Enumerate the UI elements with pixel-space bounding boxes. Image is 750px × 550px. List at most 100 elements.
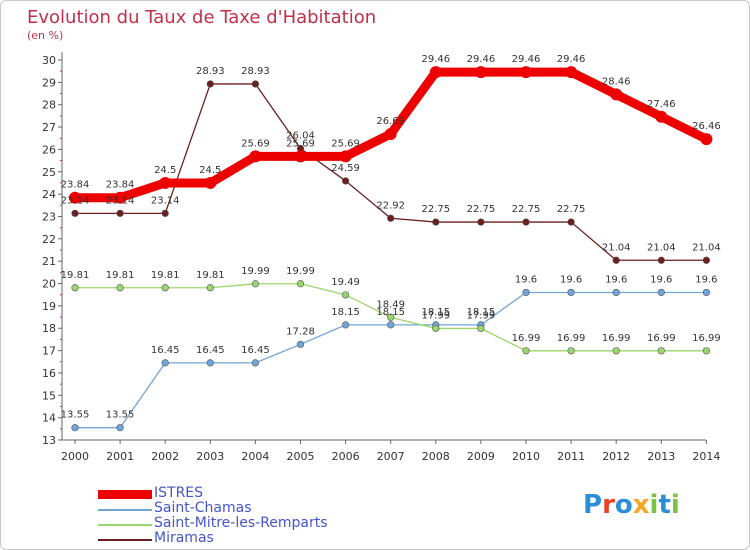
data-point-miramas <box>387 214 395 222</box>
x-tick-label: 2002 <box>151 450 179 463</box>
x-tick-label: 2011 <box>557 450 585 463</box>
data-label-istres: 29.46 <box>557 54 586 65</box>
data-point-istres <box>294 150 307 163</box>
x-tick-label: 2007 <box>377 450 405 463</box>
logo-letter: x <box>632 490 650 520</box>
data-point-istres <box>384 127 397 140</box>
data-point-saint-chamas <box>567 288 575 297</box>
y-tick-label: 14 <box>42 412 56 425</box>
data-label-saint-chamas: 16.45 <box>151 345 180 356</box>
data-point-istres <box>159 176 172 189</box>
logo-letter: o <box>614 490 633 520</box>
x-tick-label: 2013 <box>647 450 675 463</box>
data-point-istres <box>249 150 262 163</box>
data-point-saint-mitre-les-remparts <box>161 284 169 292</box>
legend-label: ISTRES <box>154 485 204 501</box>
legend-swatch <box>98 524 152 526</box>
data-label-saint-chamas: 19.6 <box>515 274 537 285</box>
logo-letter: i <box>670 490 680 520</box>
data-point-saint-mitre-les-remparts <box>702 347 711 355</box>
data-point-saint-mitre-les-remparts <box>116 284 124 292</box>
legend-label: Saint-Chamas <box>154 500 252 516</box>
data-point-miramas <box>116 209 124 217</box>
data-point-saint-mitre-les-remparts <box>612 347 620 355</box>
data-point-saint-mitre-les-remparts <box>567 347 575 355</box>
data-label-saint-mitre-les-remparts: 16.99 <box>512 333 541 344</box>
x-tick-label: 2001 <box>106 450 134 463</box>
data-label-istres: 29.46 <box>512 54 541 65</box>
data-point-miramas <box>702 256 711 264</box>
data-point-istres <box>204 176 217 189</box>
data-label-saint-mitre-les-remparts: 17.99 <box>467 310 496 321</box>
data-point-saint-mitre-les-remparts <box>71 284 79 292</box>
data-label-miramas: 22.75 <box>467 204 496 215</box>
x-tick-label: 2003 <box>196 450 224 463</box>
legend-label: Miramas <box>154 530 214 546</box>
data-label-saint-mitre-les-remparts: 19.81 <box>106 270 135 281</box>
data-point-saint-chamas <box>206 359 214 367</box>
data-label-istres: 26.46 <box>692 121 721 132</box>
x-tick-label: 2008 <box>422 450 450 463</box>
chart-unit: (en %) <box>27 29 64 42</box>
y-tick-label: 28 <box>42 99 56 112</box>
data-point-miramas <box>522 218 530 226</box>
data-point-saint-chamas <box>612 288 620 297</box>
data-label-istres: 25.69 <box>286 138 315 149</box>
x-tick-label: 2000 <box>61 450 89 463</box>
data-point-saint-chamas <box>522 288 530 297</box>
data-point-saint-mitre-les-remparts <box>251 280 259 288</box>
y-tick-label: 27 <box>42 121 56 134</box>
data-label-istres: 27.46 <box>647 99 676 110</box>
data-point-saint-mitre-les-remparts <box>657 347 665 355</box>
data-label-saint-chamas: 16.45 <box>196 345 225 356</box>
x-tick-label: 2004 <box>241 450 269 463</box>
x-tick-label: 2012 <box>602 450 630 463</box>
data-point-istres <box>474 66 487 79</box>
data-label-saint-chamas: 19.6 <box>605 274 627 285</box>
data-point-saint-mitre-les-remparts <box>206 284 214 292</box>
data-point-istres <box>429 66 442 79</box>
data-label-saint-chamas: 19.6 <box>650 274 672 285</box>
y-tick-label: 15 <box>42 389 56 402</box>
data-label-saint-chamas: 13.55 <box>106 410 135 421</box>
data-label-miramas: 22.75 <box>421 204 450 215</box>
data-point-miramas <box>206 80 214 88</box>
data-point-istres <box>339 150 352 163</box>
data-point-istres <box>700 133 713 146</box>
data-label-saint-mitre-les-remparts: 19.81 <box>151 270 180 281</box>
y-tick-label: 23 <box>42 210 56 223</box>
y-tick-label: 26 <box>42 143 56 156</box>
data-label-miramas: 23.14 <box>61 195 90 206</box>
y-tick-label: 18 <box>42 322 56 335</box>
data-point-istres <box>655 110 668 123</box>
data-point-miramas <box>161 209 169 217</box>
data-point-saint-chamas <box>71 424 79 432</box>
data-label-istres: 29.46 <box>421 54 450 65</box>
legend-label: Saint-Mitre-les-Remparts <box>154 515 328 531</box>
data-point-miramas <box>251 80 259 88</box>
data-point-miramas <box>432 218 440 226</box>
y-tick-label: 20 <box>42 278 56 291</box>
data-point-saint-chamas <box>342 321 350 329</box>
data-label-saint-mitre-les-remparts: 16.99 <box>647 333 676 344</box>
chart-title: Evolution du Taux de Taxe d'Habitation <box>27 7 377 28</box>
data-label-istres: 29.46 <box>467 54 496 65</box>
y-tick-label: 17 <box>42 345 56 358</box>
data-label-saint-chamas: 18.15 <box>331 307 360 318</box>
data-label-saint-mitre-les-remparts: 16.99 <box>602 333 631 344</box>
data-point-istres <box>114 191 127 204</box>
y-tick-label: 30 <box>42 54 56 67</box>
data-point-saint-chamas <box>251 359 259 367</box>
data-label-saint-chamas: 18.15 <box>467 307 496 318</box>
data-point-saint-chamas <box>116 424 124 432</box>
data-label-istres: 25.69 <box>241 138 270 149</box>
data-label-saint-chamas: 13.55 <box>61 410 90 421</box>
data-point-miramas <box>657 256 665 264</box>
data-point-miramas <box>477 218 485 226</box>
data-label-miramas: 23.14 <box>151 195 180 206</box>
data-label-miramas: 24.59 <box>331 163 360 174</box>
data-label-miramas: 22.75 <box>557 204 586 215</box>
x-tick-label: 2005 <box>287 450 315 463</box>
data-label-istres: 25.69 <box>331 138 360 149</box>
data-label-istres: 24.5 <box>199 165 221 176</box>
